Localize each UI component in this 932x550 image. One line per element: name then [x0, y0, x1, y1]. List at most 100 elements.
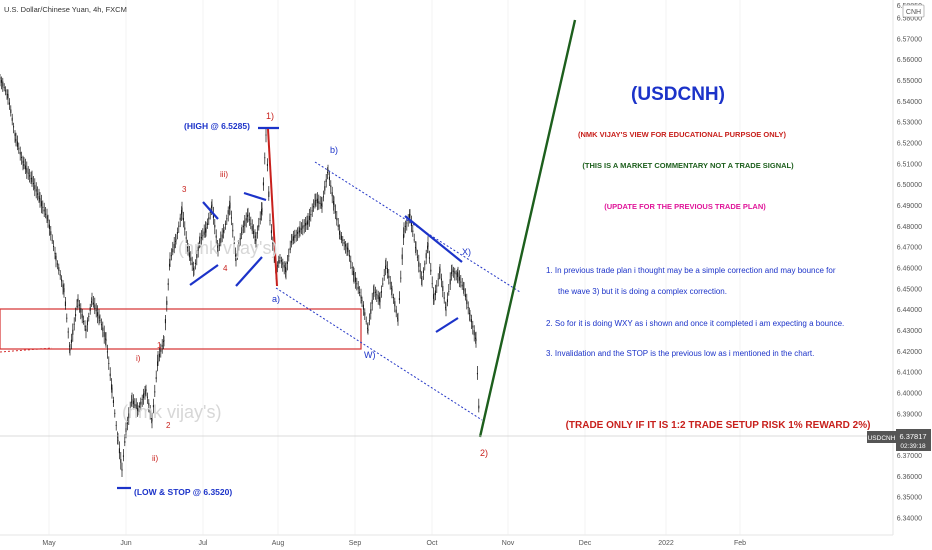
price-tick-label: 6.53000	[897, 120, 922, 127]
candle-body	[322, 196, 324, 198]
commentary-text: (THIS IS A MARKET COMMENTARY NOT A TRADE…	[582, 161, 794, 170]
candle-body	[430, 269, 432, 272]
candle-body	[469, 312, 471, 314]
candle-body	[288, 255, 290, 257]
price-tick-label: 6.44000	[897, 307, 922, 314]
candle-body	[37, 193, 39, 195]
price-tag-countdown: 02:39:18	[900, 443, 926, 450]
candle-body	[175, 240, 177, 242]
candle-body	[105, 338, 107, 341]
price-tick-label: 6.47000	[897, 245, 922, 252]
candle-body	[166, 300, 168, 305]
candle-body	[220, 238, 222, 243]
price-tick-label: 6.36000	[897, 474, 922, 481]
candle-body	[203, 231, 205, 235]
time-tick-label: Jul	[199, 540, 208, 547]
trendline-wx[interactable]	[404, 215, 463, 263]
candle-body	[346, 246, 348, 250]
candle-body	[109, 373, 111, 377]
projection-line[interactable]	[478, 19, 577, 438]
candle-body	[78, 304, 80, 306]
candle-body	[173, 243, 175, 249]
price-tick-label: 6.45000	[897, 286, 922, 293]
trendline-3[interactable]	[243, 191, 267, 202]
price-tick-label: 6.37000	[897, 453, 922, 460]
candle-body	[35, 189, 37, 192]
candle-body	[194, 262, 196, 264]
candle-body	[69, 345, 71, 347]
candle-body	[273, 253, 275, 257]
candle-body	[54, 252, 56, 254]
trendline-2[interactable]	[189, 264, 219, 286]
candle-body	[250, 223, 252, 225]
candle-body	[6, 93, 8, 95]
time-axis[interactable]: May Jun Jul Aug Sep Oct Nov Dec 2022 Feb	[42, 540, 746, 547]
candle-body	[11, 117, 13, 121]
price-tag[interactable]: USDCNH 6.37817 02:39:18	[867, 429, 931, 451]
candle-body	[428, 257, 430, 259]
candle-body	[241, 231, 243, 233]
candle-body	[211, 205, 213, 208]
candle-body	[223, 229, 225, 231]
wave-label-1: 1)	[266, 111, 274, 121]
candle-body	[268, 191, 270, 197]
candle-body	[348, 255, 350, 257]
candle-body	[389, 282, 391, 284]
currency-badge[interactable]: CNH	[902, 4, 925, 18]
candle-body	[286, 261, 288, 264]
candle-body	[248, 219, 250, 221]
candle-body	[22, 160, 24, 164]
candle-body	[458, 276, 460, 281]
candle-body	[406, 222, 408, 224]
candle-body	[350, 260, 352, 263]
price-tick-label: 6.54000	[897, 99, 922, 106]
candle-body	[157, 361, 159, 366]
wave-1-drop-line[interactable]	[267, 128, 278, 287]
price-axis[interactable]: 6.58000 6.57000 6.56000 6.55000 6.54000 6.530…	[897, 16, 922, 523]
price-tick-label: 6.41000	[897, 370, 922, 377]
candle-body	[303, 225, 305, 227]
candle-body	[244, 220, 246, 226]
candle-body	[283, 265, 285, 268]
candle-body	[91, 301, 93, 303]
candle-body	[191, 262, 193, 265]
wave-label-b: b)	[330, 145, 338, 155]
wave-trendlines[interactable]	[117, 126, 463, 490]
demand-zone-box[interactable]	[0, 308, 362, 350]
price-tick-label: 6.39000	[897, 411, 922, 418]
candle-body	[226, 218, 228, 220]
candle-body	[154, 391, 156, 393]
candle-body	[227, 210, 229, 215]
candle-body	[102, 327, 104, 331]
candle-body	[193, 267, 195, 270]
candle-body	[103, 331, 105, 337]
candle-body	[149, 408, 151, 414]
candle-body	[339, 231, 341, 235]
candle-body	[10, 109, 12, 114]
candle-body	[236, 250, 238, 256]
candle-body	[354, 277, 356, 282]
update-text: (UPDATE FOR THE PREVIOUS TRADE PLAN)	[604, 202, 766, 211]
wave-label-iii: iii)	[220, 170, 228, 179]
channel-lower-line[interactable]	[275, 287, 483, 421]
candle-body	[187, 246, 189, 249]
candle-body	[158, 353, 160, 358]
candle-body	[404, 225, 406, 227]
candle-body	[469, 314, 471, 317]
candle-body	[115, 424, 117, 426]
disclaimer-text: (NMK VIJAY'S VIEW FOR EDUCATIONAL PURPSO…	[578, 130, 787, 139]
trendline-1[interactable]	[202, 201, 219, 220]
trendline-4[interactable]	[235, 256, 263, 287]
candle-body	[29, 175, 31, 177]
price-tick-label: 6.46000	[897, 266, 922, 273]
trendline-x[interactable]	[435, 317, 459, 333]
candle-body	[0, 77, 1, 80]
candle-body	[21, 157, 23, 158]
candle-body	[63, 288, 65, 293]
candle-body	[279, 257, 281, 259]
candle-body	[331, 192, 333, 197]
candle-body	[262, 182, 264, 186]
candle-body	[403, 234, 405, 239]
